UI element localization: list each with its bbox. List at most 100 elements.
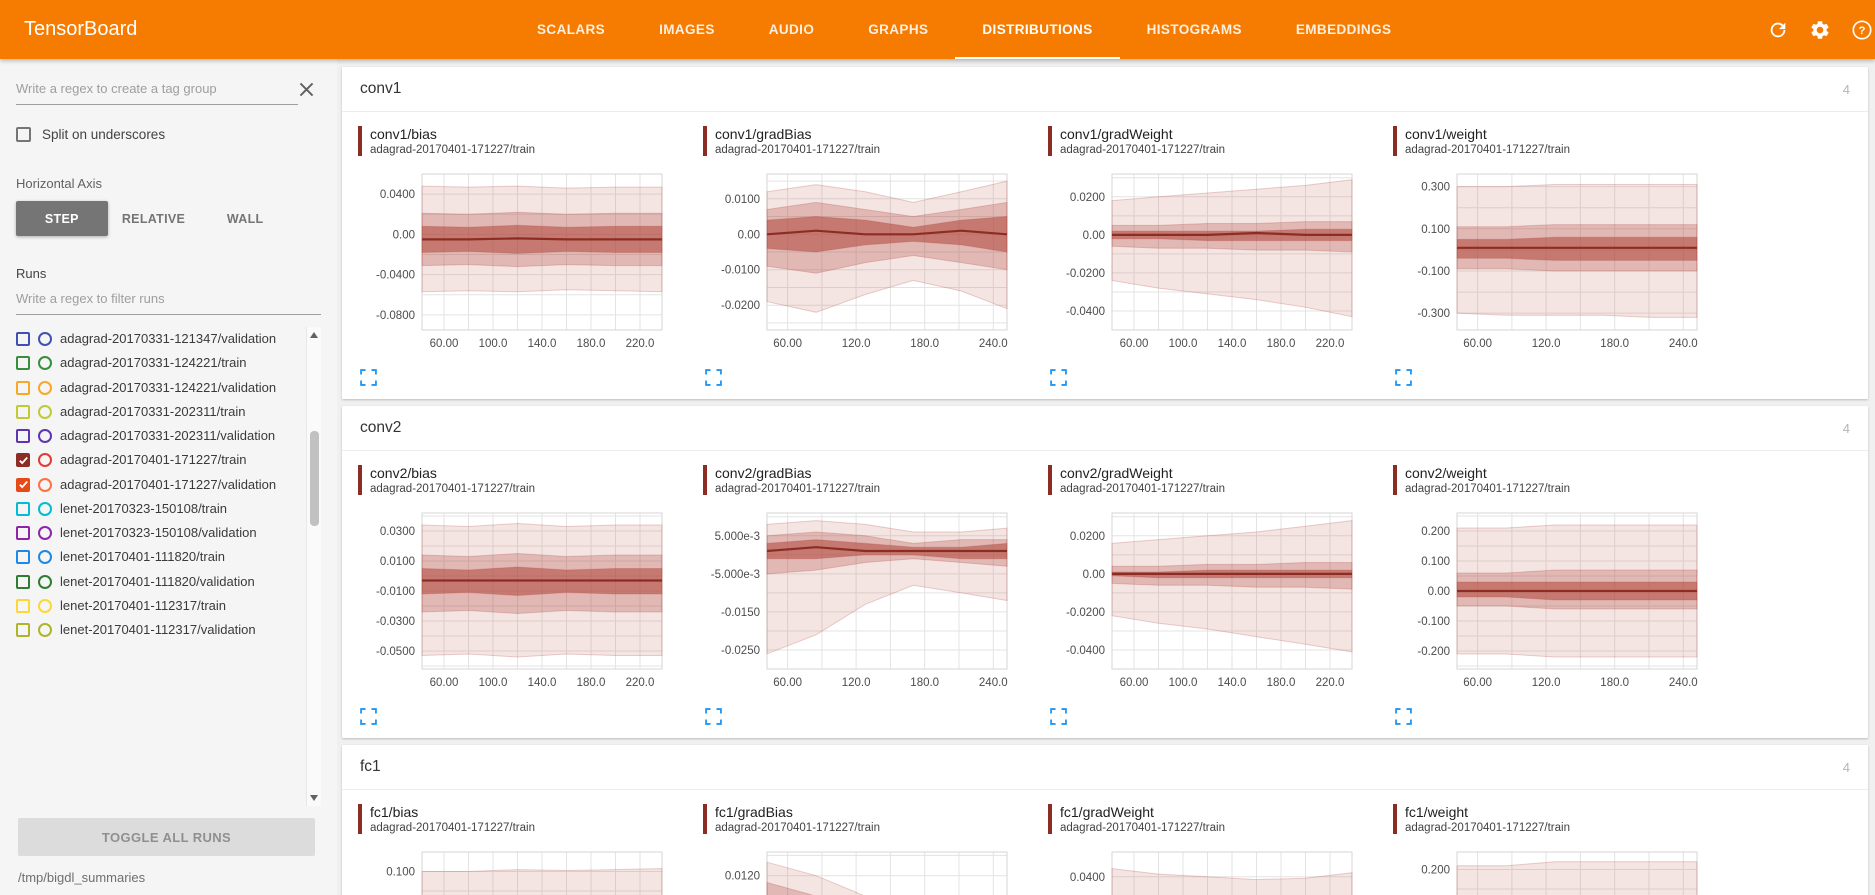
run-regex-input[interactable] bbox=[16, 285, 321, 315]
svg-text:60.00: 60.00 bbox=[1120, 677, 1149, 689]
run-row[interactable]: adagrad-20170331-124221/train bbox=[16, 351, 304, 375]
run-isolator-radio[interactable] bbox=[38, 550, 52, 565]
distribution-plot[interactable]: 0.1000.06000.0200-0.020060.00100.0140.01… bbox=[358, 842, 670, 895]
run-isolator-radio[interactable] bbox=[38, 574, 52, 589]
run-checkbox[interactable] bbox=[16, 550, 30, 565]
run-isolator-radio[interactable] bbox=[38, 501, 52, 516]
distribution-plot[interactable]: 0.0200 0.00 -0.0200 -0.0400 60.00 100.0 140.0 1… bbox=[1048, 164, 1360, 356]
run-row[interactable]: adagrad-20170331-124221/validation bbox=[16, 376, 304, 400]
axis-relative-button[interactable]: RELATIVE bbox=[108, 201, 200, 236]
distribution-plot[interactable]: 0.300 0.100 -0.100 -0.300 60.00 120.0 180.0 240… bbox=[1393, 164, 1705, 356]
distribution-plot[interactable]: 0.0400 0.00 -0.0400 -0.0800 60.00 100.0 140.0 1… bbox=[358, 164, 670, 356]
run-row[interactable]: lenet-20170401-112317/validation bbox=[16, 618, 304, 642]
expand-icon[interactable] bbox=[360, 708, 378, 726]
run-row[interactable]: lenet-20170323-150108/train bbox=[16, 497, 304, 521]
tag-regex-input[interactable] bbox=[16, 75, 298, 105]
chart-header: conv2/gradBias adagrad-20170401-171227/tr… bbox=[703, 465, 1048, 495]
distribution-plot[interactable]: 0.0300 0.0100 -0.0100 -0.0300 -0.0500 60.00 10… bbox=[358, 503, 670, 695]
tab-graphs[interactable]: GRAPHS bbox=[868, 22, 929, 37]
run-isolator-radio[interactable] bbox=[38, 623, 52, 638]
expand-icon[interactable] bbox=[1050, 369, 1068, 387]
svg-text:180.0: 180.0 bbox=[1600, 677, 1629, 689]
chart-run-name: adagrad-20170401-171227/train bbox=[715, 144, 880, 156]
expand-icon[interactable] bbox=[360, 369, 378, 387]
expand-icon[interactable] bbox=[1395, 369, 1413, 387]
run-isolator-radio[interactable] bbox=[38, 598, 52, 613]
scroll-down-icon[interactable] bbox=[310, 795, 318, 801]
expand-icon[interactable] bbox=[705, 369, 723, 387]
run-checkbox[interactable] bbox=[16, 526, 30, 541]
run-row[interactable]: adagrad-20170401-171227/validation bbox=[16, 473, 304, 497]
run-isolator-radio[interactable] bbox=[38, 332, 52, 347]
run-row[interactable]: lenet-20170401-111820/validation bbox=[16, 570, 304, 594]
tag-group-header[interactable]: conv1 4 bbox=[342, 67, 1868, 112]
nav-tabs: SCALARS IMAGES AUDIO GRAPHS DISTRIBUTIONS HIS… bbox=[161, 0, 1767, 59]
run-isolator-radio[interactable] bbox=[38, 477, 52, 492]
run-row[interactable]: lenet-20170401-111820/train bbox=[16, 545, 304, 569]
refresh-icon[interactable] bbox=[1767, 19, 1789, 41]
run-checkbox[interactable] bbox=[16, 453, 30, 468]
help-icon[interactable]: ? bbox=[1851, 19, 1873, 41]
axis-step-button[interactable]: STEP bbox=[16, 201, 108, 236]
expand-icon[interactable] bbox=[1395, 708, 1413, 726]
settings-icon[interactable] bbox=[1809, 19, 1831, 41]
tab-audio[interactable]: AUDIO bbox=[768, 22, 815, 37]
run-checkbox[interactable] bbox=[16, 623, 30, 638]
axis-wall-button[interactable]: WALL bbox=[199, 201, 291, 236]
run-checkbox[interactable] bbox=[16, 404, 30, 419]
expand-icon[interactable] bbox=[1050, 708, 1068, 726]
toggle-all-runs-button[interactable]: TOGGLE ALL RUNS bbox=[18, 818, 315, 856]
chart-header: fc1/gradWeight adagrad-20170401-171227/tr… bbox=[1048, 804, 1393, 834]
svg-text:0.0200: 0.0200 bbox=[1070, 192, 1105, 204]
run-checkbox[interactable] bbox=[16, 501, 30, 516]
run-isolator-radio[interactable] bbox=[38, 380, 52, 395]
split-on-underscores-checkbox[interactable]: Split on underscores bbox=[16, 127, 321, 142]
run-isolator-radio[interactable] bbox=[38, 453, 52, 468]
tab-histograms[interactable]: HISTOGRAMS bbox=[1146, 22, 1242, 37]
svg-text:220.0: 220.0 bbox=[626, 338, 655, 350]
checkbox-icon[interactable] bbox=[16, 127, 31, 142]
distribution-plot[interactable]: 0.200 0.100 0.00 -0.100 -0.200 60.00 120.0 180.… bbox=[1393, 503, 1705, 695]
chart-run-name: adagrad-20170401-171227/train bbox=[1060, 483, 1225, 495]
scroll-up-icon[interactable] bbox=[310, 332, 318, 338]
run-checkbox[interactable] bbox=[16, 380, 30, 395]
run-checkbox[interactable] bbox=[16, 477, 30, 492]
run-isolator-radio[interactable] bbox=[38, 526, 52, 541]
tab-scalars[interactable]: SCALARS bbox=[537, 22, 606, 37]
svg-text:?: ? bbox=[1859, 25, 1866, 37]
tab-embeddings[interactable]: EMBEDDINGS bbox=[1295, 22, 1392, 37]
distribution-chart: conv2/weight adagrad-20170401-171227/trai… bbox=[1393, 465, 1738, 726]
tag-group-header[interactable]: fc1 4 bbox=[342, 745, 1868, 790]
run-isolator-radio[interactable] bbox=[38, 404, 52, 419]
distribution-plot[interactable]: 0.0200 0.00 -0.0200 -0.0400 60.00 100.0 140.0 1… bbox=[1048, 503, 1360, 695]
run-checkbox[interactable] bbox=[16, 574, 30, 589]
scrollbar-thumb[interactable] bbox=[309, 431, 319, 526]
run-isolator-radio[interactable] bbox=[38, 356, 52, 371]
close-icon[interactable] bbox=[298, 81, 315, 98]
tab-distributions[interactable]: DISTRIBUTIONS bbox=[955, 0, 1119, 59]
run-row[interactable]: lenet-20170323-150108/validation bbox=[16, 521, 304, 545]
run-checkbox[interactable] bbox=[16, 332, 30, 347]
run-row[interactable]: lenet-20170401-112317/train bbox=[16, 594, 304, 618]
chart-run-name: adagrad-20170401-171227/train bbox=[370, 822, 535, 834]
run-checkbox[interactable] bbox=[16, 598, 30, 613]
distribution-plot[interactable]: 0.0100 0.00 -0.0100 -0.0200 60.00 120.0 180.0 2… bbox=[703, 164, 1015, 356]
run-row[interactable]: adagrad-20170331-121347/validation bbox=[16, 327, 304, 351]
run-checkbox[interactable] bbox=[16, 356, 30, 371]
tab-images[interactable]: IMAGES bbox=[659, 22, 715, 37]
run-label: lenet-20170401-112317/train bbox=[60, 597, 227, 613]
distribution-plot[interactable]: 0.04000.00-0.040060.00100.0140.0180.0220… bbox=[1048, 842, 1360, 895]
run-checkbox[interactable] bbox=[16, 429, 30, 444]
tag-group-header[interactable]: conv2 4 bbox=[342, 406, 1868, 451]
expand-icon[interactable] bbox=[705, 708, 723, 726]
runs-scrollbar[interactable] bbox=[306, 327, 321, 806]
run-row[interactable]: adagrad-20170331-202311/train bbox=[16, 400, 304, 424]
run-row[interactable]: adagrad-20170401-171227/train bbox=[16, 448, 304, 472]
run-label: adagrad-20170331-202311/validation bbox=[60, 428, 276, 443]
distribution-plot[interactable]: 5.000e-3 -5.000e-3 -0.0150 -0.0250 60.00 120.… bbox=[703, 503, 1015, 695]
run-isolator-radio[interactable] bbox=[38, 429, 52, 444]
svg-text:60.00: 60.00 bbox=[773, 677, 802, 689]
run-row[interactable]: adagrad-20170331-202311/validation bbox=[16, 424, 304, 448]
